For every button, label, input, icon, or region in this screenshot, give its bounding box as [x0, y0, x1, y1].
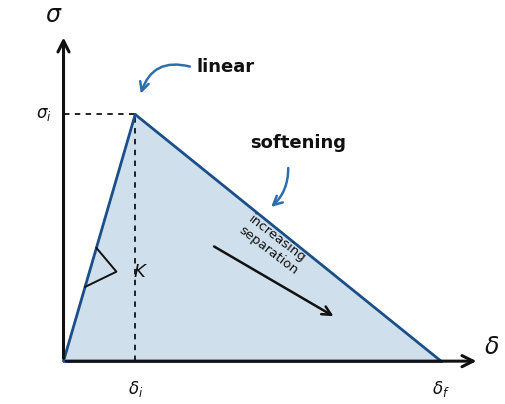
Text: $\sigma_i$: $\sigma_i$ [36, 105, 52, 124]
Polygon shape [64, 114, 441, 361]
Text: $\delta_i$: $\delta_i$ [128, 379, 143, 399]
Text: linear: linear [197, 58, 255, 76]
Text: softening: softening [249, 135, 346, 152]
Text: $\delta$: $\delta$ [484, 335, 499, 359]
Text: increasing
separation: increasing separation [236, 212, 310, 278]
Text: $\delta_f$: $\delta_f$ [432, 379, 450, 399]
Text: K: K [133, 263, 145, 282]
Text: $\sigma$: $\sigma$ [45, 3, 63, 27]
